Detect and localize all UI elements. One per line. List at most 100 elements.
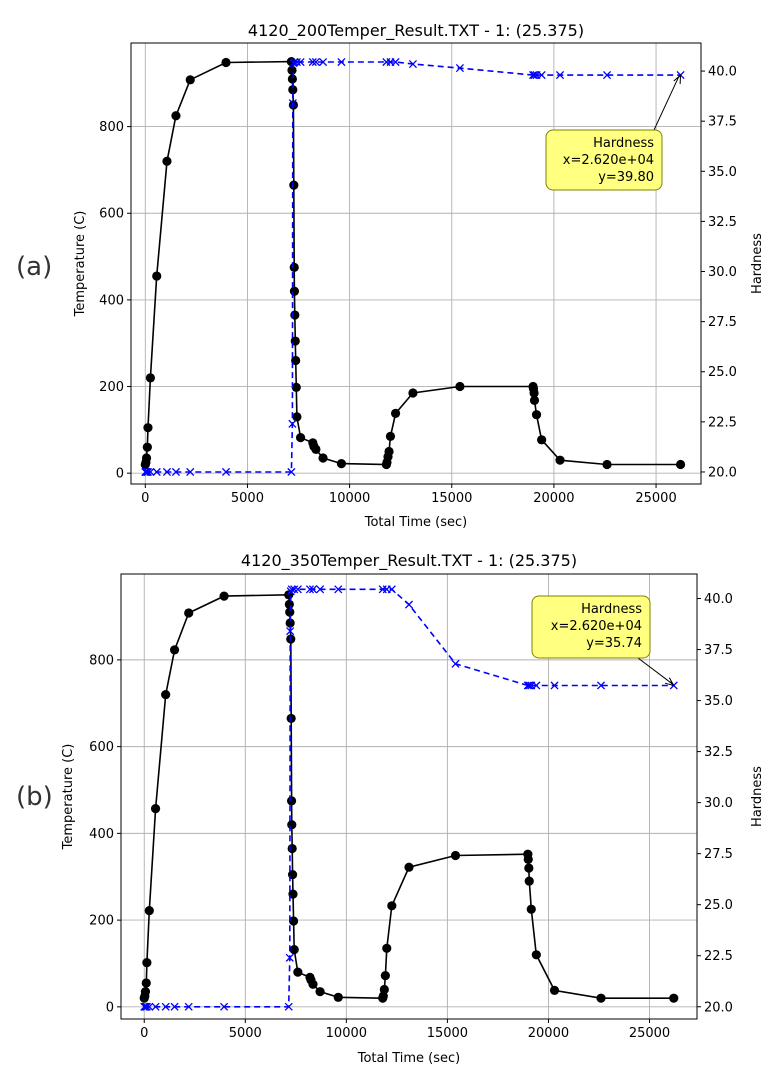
temperature-point — [537, 435, 547, 445]
y-right-tick-label: 37.5 — [708, 115, 737, 130]
x-axis-label: Total Time (sec) — [364, 515, 468, 530]
temperature-point — [144, 905, 154, 916]
hardness-point — [537, 71, 546, 80]
temperature-point — [152, 271, 162, 281]
y-right-tick-label: 20.0 — [704, 1000, 733, 1015]
y-right-tick-label: 27.5 — [708, 315, 737, 330]
hardness-point — [152, 467, 161, 477]
y-right-tick-label: 32.5 — [704, 745, 733, 760]
y-axis-label-right: Hardness — [750, 233, 765, 294]
plot-area — [140, 57, 686, 477]
hardness-point — [334, 585, 343, 594]
temperature-point — [161, 689, 171, 700]
temperature-point — [531, 950, 541, 960]
temperature-point — [288, 916, 299, 926]
temperature-point — [292, 412, 302, 422]
temperature-point — [524, 863, 534, 873]
annotation-box — [545, 129, 663, 191]
hardness-point — [530, 71, 539, 80]
x-tick-label: 5000 — [229, 1026, 262, 1041]
hardness-point — [186, 467, 195, 477]
x-tick-label: 0 — [140, 1026, 148, 1041]
temperature-point — [318, 453, 328, 463]
x-tick-label: 10000 — [326, 1026, 367, 1041]
temperature-point — [293, 967, 303, 977]
hardness-point — [146, 467, 155, 477]
plot-frame — [130, 42, 702, 485]
annotation-arrow-line — [653, 76, 680, 131]
hardness-point — [408, 59, 417, 69]
temperature-point — [287, 65, 297, 75]
temperature-point — [221, 57, 231, 68]
temperature-point — [184, 608, 194, 618]
hardness-point — [290, 57, 299, 67]
hardness-point — [391, 57, 400, 67]
temperature-point — [291, 382, 301, 392]
y-left-tick-label: 800 — [99, 120, 124, 135]
hardness-point — [404, 600, 414, 609]
y-left-tick-label: 200 — [99, 380, 124, 395]
temperature-point — [169, 645, 180, 655]
chart-title: 4120_200Temper_Result.TXT - 1: (25.375) — [248, 21, 584, 41]
hardness-point — [316, 585, 325, 594]
annotation-arrow-head — [673, 73, 682, 85]
temperature-point — [450, 850, 461, 861]
temperature-point — [669, 993, 679, 1003]
temperature-point — [382, 943, 392, 953]
temperature-point — [333, 992, 343, 1002]
y-right-tick-label: 20.0 — [708, 465, 737, 480]
hardness-point — [221, 467, 231, 477]
panel-a: (a) 4120_200Temper_Result.TXT - 1: (25.37… — [16, 21, 765, 530]
temperature-point — [285, 618, 295, 628]
temperature-point — [145, 373, 156, 383]
temperature-point — [289, 286, 300, 296]
temperature-point — [287, 74, 297, 84]
x-tick-label: 20000 — [533, 491, 574, 506]
hardness-point — [287, 585, 296, 594]
temperature-point — [288, 889, 298, 899]
temperature-point — [185, 75, 195, 85]
temperature-point — [289, 945, 299, 955]
y-right-tick-label: 22.5 — [704, 949, 733, 964]
hardness-point — [308, 57, 317, 67]
hardness-point — [525, 681, 534, 690]
hardness-point — [287, 467, 296, 477]
temperature-point — [387, 901, 397, 911]
temperature-point — [526, 904, 536, 914]
x-tick-label: 20000 — [528, 1026, 569, 1041]
x-tick-label: 25000 — [629, 1026, 670, 1041]
temperature-point — [379, 984, 389, 995]
plot-frame — [120, 573, 698, 1020]
hardness-point — [288, 99, 297, 108]
y-right-tick-label: 22.5 — [708, 415, 737, 430]
hardness-point — [143, 467, 153, 477]
temperature-point — [308, 979, 318, 989]
annotation-text: Hardness — [593, 136, 654, 151]
hardness-point — [308, 585, 318, 594]
hardness-point — [288, 419, 297, 428]
hardness-point — [305, 585, 315, 594]
temperature-point — [602, 459, 612, 470]
temperature-point — [142, 958, 152, 968]
hardness-point — [161, 1002, 170, 1011]
hardness-point — [529, 71, 538, 80]
y-left-tick-label: 600 — [89, 740, 114, 755]
temperature-point — [285, 607, 295, 617]
temperature-point — [289, 262, 299, 272]
temperature-point — [390, 408, 401, 418]
hardness-point — [337, 57, 346, 67]
temperature-point — [289, 180, 299, 190]
temperature-point — [286, 713, 296, 724]
annotation-arrow-head — [664, 677, 675, 687]
hardness-point — [318, 57, 328, 67]
x-tick-label: 15000 — [427, 1026, 468, 1041]
temperature-point — [380, 971, 390, 981]
temperature-point — [549, 985, 560, 995]
x-tick-label: 0 — [141, 491, 149, 506]
hardness-point — [220, 1002, 229, 1011]
panel-label: (a) — [16, 252, 52, 282]
y-axis-label-left: Temperature (C) — [73, 211, 88, 318]
temperature-point — [408, 388, 418, 398]
y-right-tick-label: 27.5 — [704, 847, 733, 862]
